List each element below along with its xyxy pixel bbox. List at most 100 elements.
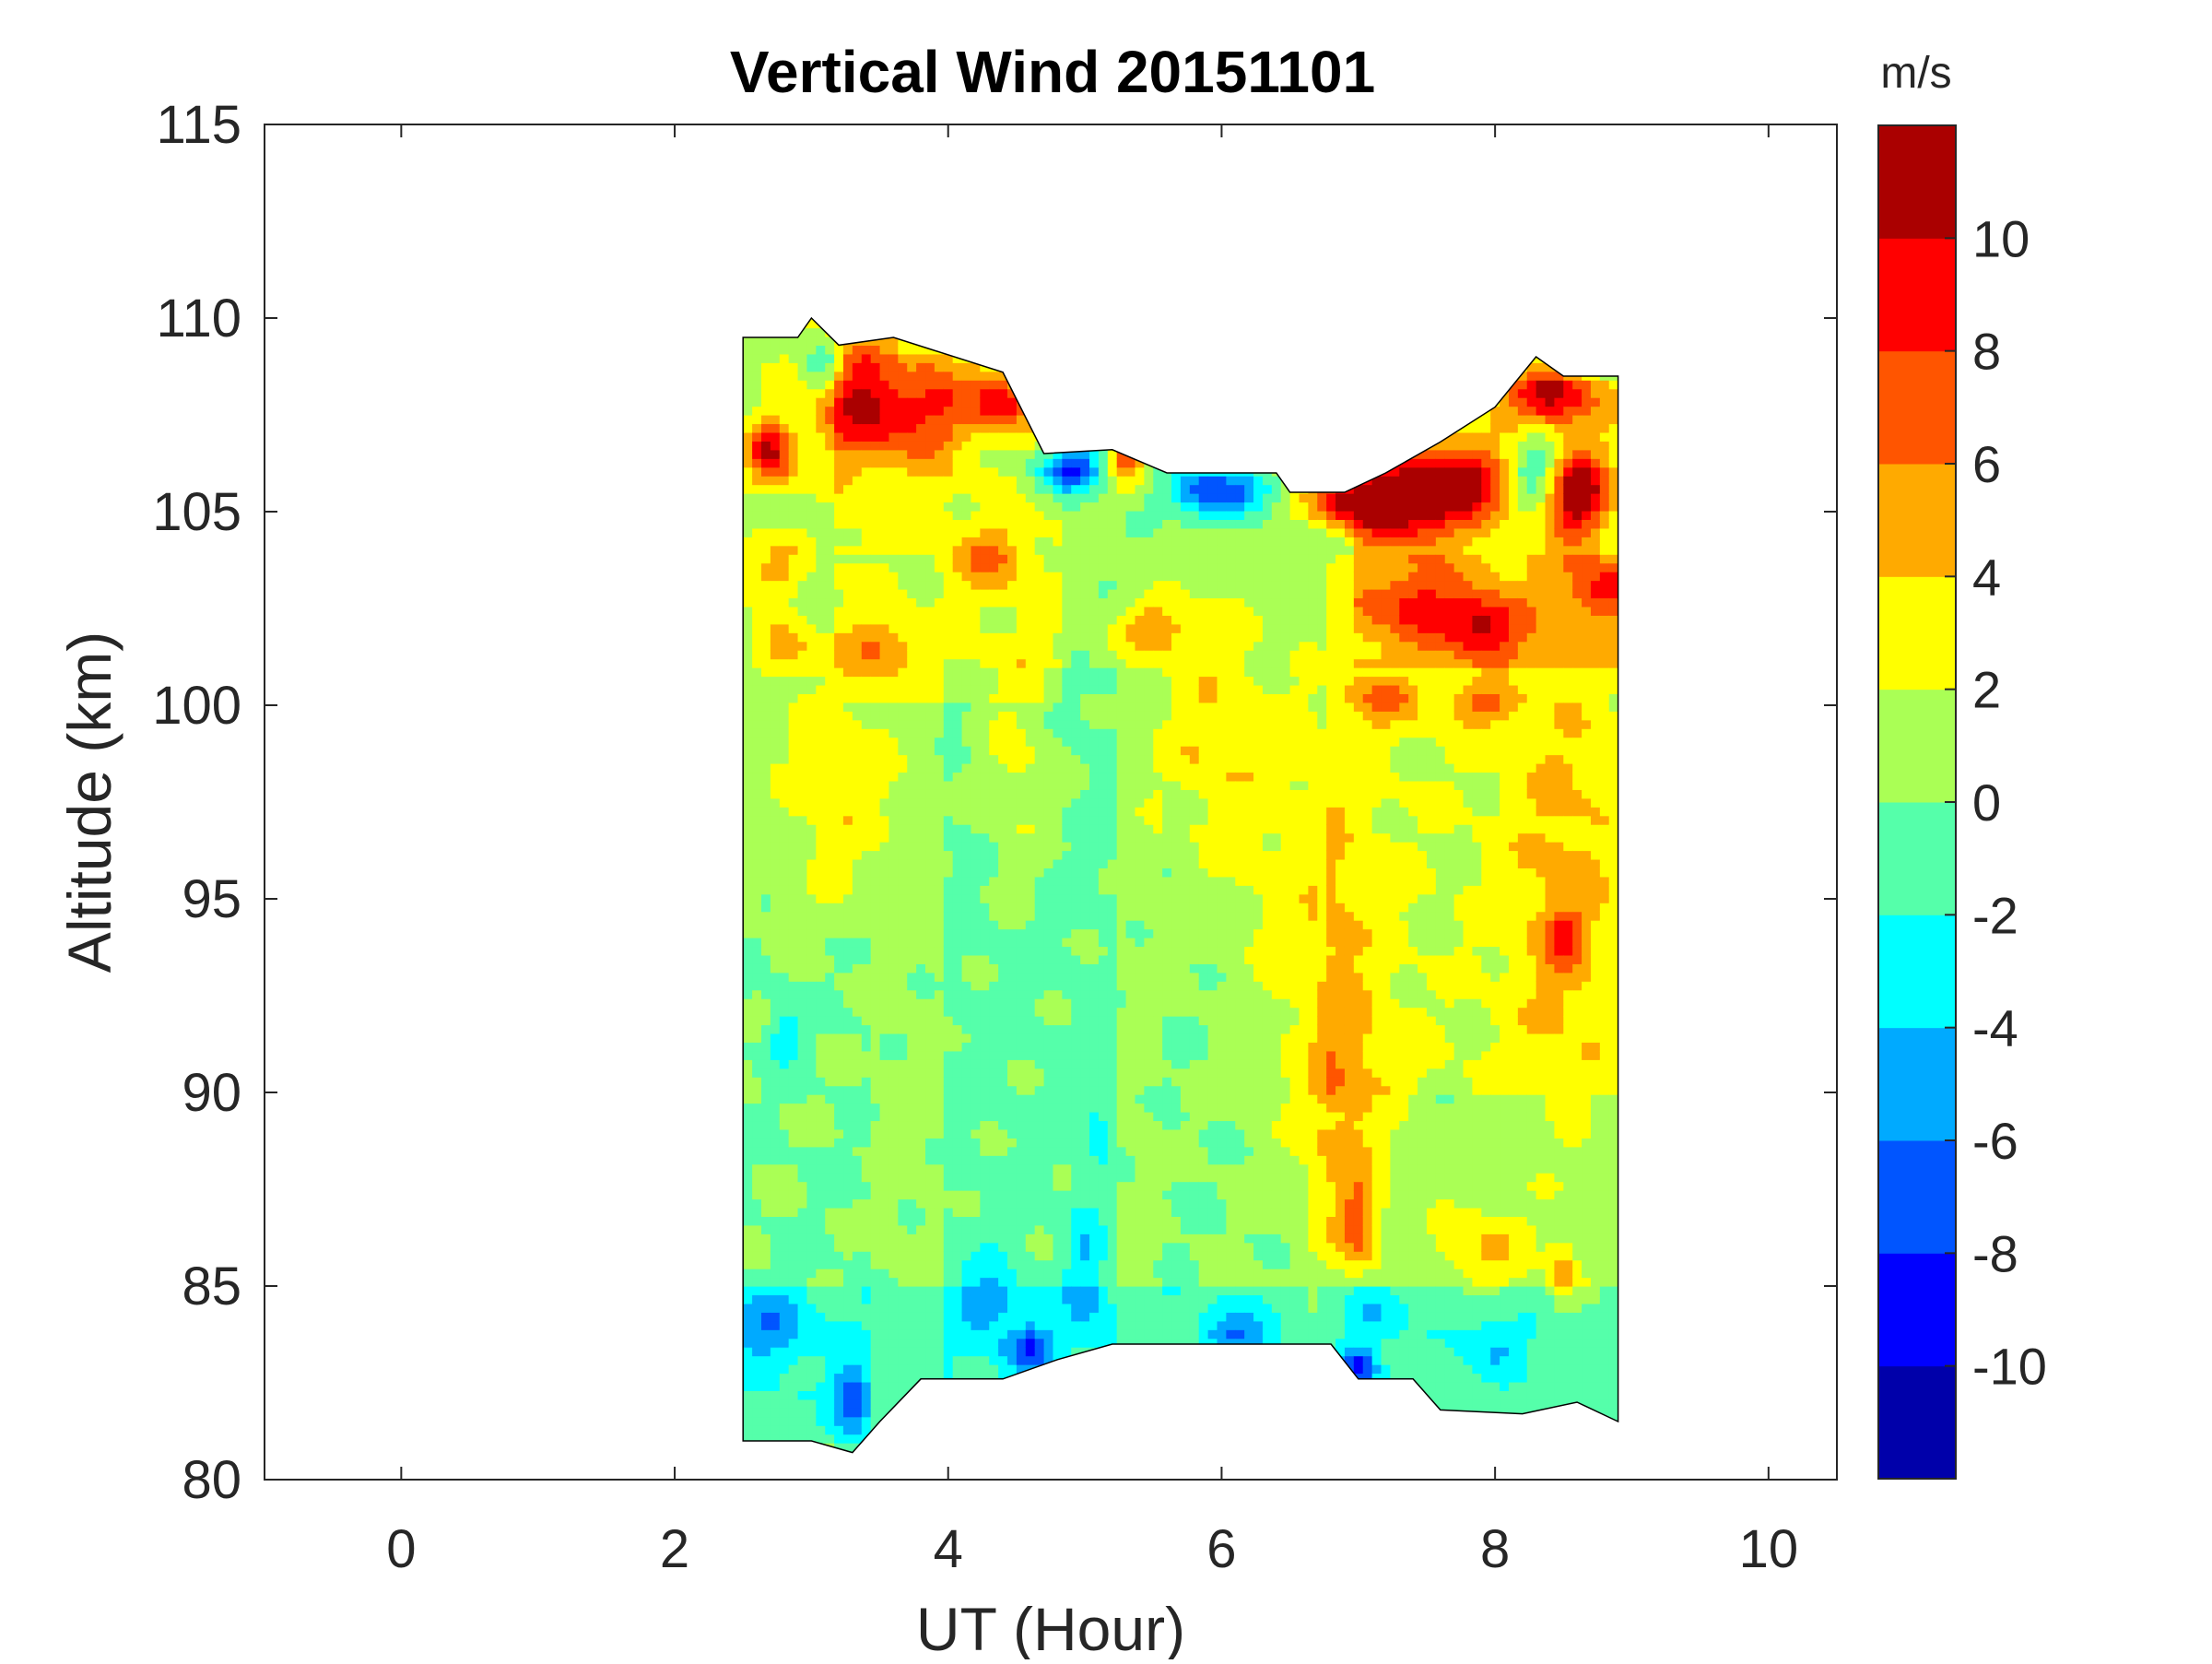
contour-cell <box>752 1373 762 1383</box>
contour-cell <box>806 972 817 982</box>
contour-cell <box>952 441 963 451</box>
contour-cell <box>1043 772 1054 782</box>
contour-cell <box>852 972 863 982</box>
contour-cell <box>1062 554 1072 564</box>
contour-cell <box>779 1251 790 1261</box>
contour-cell <box>816 371 826 381</box>
contour-cell <box>761 1286 771 1296</box>
contour-cell <box>834 954 844 964</box>
contour-cell <box>770 1416 781 1426</box>
contour-cell <box>852 1112 863 1122</box>
contour-cell <box>952 1329 963 1339</box>
contour-cell <box>761 702 771 712</box>
contour-cell <box>971 903 981 913</box>
contour-cell <box>852 458 863 468</box>
contour-cell <box>952 797 963 808</box>
contour-cell <box>788 1390 799 1400</box>
contour-cell <box>806 380 817 390</box>
contour-cell <box>816 327 826 337</box>
contour-cell <box>1016 606 1027 616</box>
contour-cell <box>961 650 972 660</box>
contour-cell <box>989 815 999 825</box>
contour-cell <box>816 1050 826 1060</box>
contour-cell <box>825 1190 835 1200</box>
contour-cell <box>1071 858 1081 868</box>
contour-cell <box>825 371 835 381</box>
contour-cell <box>916 858 926 868</box>
contour-cell <box>1043 780 1054 790</box>
contour-cell <box>861 476 872 486</box>
contour-cell <box>770 1120 781 1130</box>
contour-cell <box>998 676 1008 686</box>
contour-cell <box>825 1059 835 1069</box>
contour-cell <box>788 754 799 764</box>
contour-cell <box>1034 1163 1045 1174</box>
contour-cell <box>998 911 1008 921</box>
contour-cell <box>825 963 835 974</box>
contour-cell <box>797 1312 808 1322</box>
contour-cell <box>797 1120 808 1130</box>
contour-cell <box>907 484 917 494</box>
contour-cell <box>925 1094 935 1104</box>
contour-cell <box>761 423 771 433</box>
contour-cell <box>952 972 963 982</box>
contour-cell <box>907 1329 917 1339</box>
contour-cell <box>797 1138 808 1148</box>
contour-cell <box>879 1077 890 1087</box>
contour-cell <box>1071 1094 1081 1104</box>
contour-cell <box>870 772 881 782</box>
contour-cell <box>998 510 1008 520</box>
contour-cell <box>1043 632 1054 643</box>
contour-cell <box>1016 1077 1027 1087</box>
contour-cell <box>1043 1216 1054 1226</box>
contour-cell <box>1062 537 1072 547</box>
contour-cell <box>989 1155 999 1165</box>
contour-cell <box>825 1277 835 1287</box>
contour-cell <box>898 580 908 590</box>
contour-cell <box>861 1190 872 1200</box>
contour-cell <box>788 737 799 747</box>
contour-cell <box>834 1173 844 1183</box>
contour-cell <box>743 1120 753 1130</box>
contour-cell <box>825 885 835 895</box>
contour-cell <box>743 1198 753 1209</box>
contour-cell <box>806 1059 817 1069</box>
contour-cell <box>761 1233 771 1244</box>
contour-cell <box>1080 972 1090 982</box>
contour-cell <box>761 728 771 738</box>
contour-cell <box>834 458 844 468</box>
contour-cell <box>843 449 853 459</box>
contour-cell <box>816 1103 826 1113</box>
contour-cell <box>1071 537 1081 547</box>
contour-cell <box>743 545 753 555</box>
contour-cell <box>861 1398 872 1409</box>
contour-cell <box>980 1320 990 1330</box>
contour-cell <box>761 1128 771 1139</box>
contour-cell <box>870 458 881 468</box>
contour-cell <box>961 876 972 886</box>
contour-cell <box>980 589 990 599</box>
contour-cell <box>1034 580 1045 590</box>
contour-cell <box>761 658 771 668</box>
contour-cell <box>934 423 945 433</box>
contour-cell <box>1025 1242 1036 1252</box>
contour-cell <box>1025 893 1036 903</box>
contour-cell <box>843 842 853 852</box>
contour-cell <box>825 1373 835 1383</box>
contour-cell <box>1025 684 1036 694</box>
contour-cell <box>743 693 753 703</box>
contour-cell <box>980 963 990 974</box>
contour-cell <box>898 903 908 913</box>
contour-cell <box>852 1050 863 1060</box>
contour-cell <box>843 885 853 895</box>
contour-cell <box>989 1259 999 1269</box>
contour-cell <box>961 1355 972 1365</box>
contour-cell <box>1034 946 1045 956</box>
contour-cell <box>743 867 753 878</box>
contour-cell <box>770 1408 781 1418</box>
contour-cell <box>861 693 872 703</box>
contour-cell <box>989 423 999 433</box>
contour-cell <box>1025 989 1036 999</box>
contour-cell <box>1080 885 1090 895</box>
contour-cell <box>816 989 826 999</box>
